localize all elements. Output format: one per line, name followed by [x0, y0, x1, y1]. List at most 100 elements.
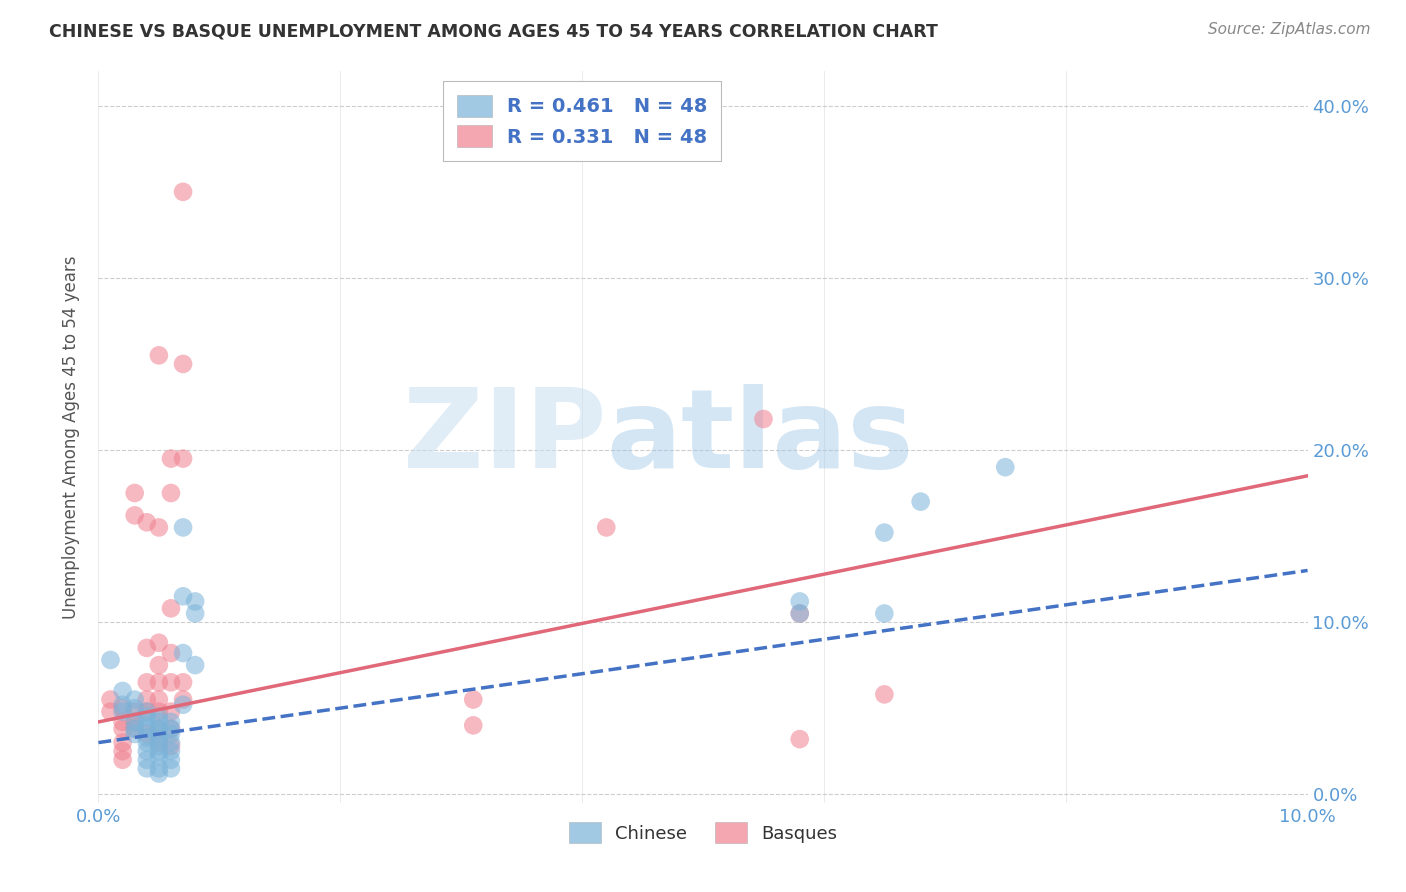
Point [789, 607, 811, 621]
Point [873, 687, 896, 701]
Point [148, 722, 170, 736]
Point [124, 714, 146, 729]
Legend: Chinese, Basques: Chinese, Basques [560, 814, 846, 852]
Point [873, 607, 896, 621]
Point [148, 766, 170, 780]
Point [172, 698, 194, 712]
Point [789, 594, 811, 608]
Point [135, 727, 157, 741]
Point [135, 753, 157, 767]
Point [184, 594, 207, 608]
Point [148, 761, 170, 775]
Point [172, 675, 194, 690]
Point [148, 714, 170, 729]
Point [910, 494, 932, 508]
Point [135, 722, 157, 736]
Point [135, 692, 157, 706]
Point [124, 486, 146, 500]
Point [873, 525, 896, 540]
Point [789, 732, 811, 747]
Point [172, 451, 194, 466]
Point [135, 640, 157, 655]
Point [160, 601, 183, 615]
Point [184, 607, 207, 621]
Point [124, 701, 146, 715]
Point [595, 520, 617, 534]
Point [148, 692, 170, 706]
Point [172, 520, 194, 534]
Point [160, 646, 183, 660]
Point [172, 185, 194, 199]
Point [100, 705, 122, 719]
Point [160, 722, 183, 736]
Point [124, 692, 146, 706]
Text: CHINESE VS BASQUE UNEMPLOYMENT AMONG AGES 45 TO 54 YEARS CORRELATION CHART: CHINESE VS BASQUE UNEMPLOYMENT AMONG AGE… [49, 22, 938, 40]
Point [124, 705, 146, 719]
Point [100, 692, 122, 706]
Point [111, 698, 134, 712]
Point [111, 714, 134, 729]
Point [135, 761, 157, 775]
Point [135, 718, 157, 732]
Point [135, 735, 157, 749]
Y-axis label: Unemployment Among Ages 45 to 54 years: Unemployment Among Ages 45 to 54 years [62, 255, 80, 619]
Point [160, 486, 183, 500]
Point [111, 753, 134, 767]
Point [135, 731, 157, 745]
Point [184, 658, 207, 673]
Point [124, 722, 146, 736]
Point [172, 357, 194, 371]
Text: Source: ZipAtlas.com: Source: ZipAtlas.com [1208, 22, 1371, 37]
Point [160, 714, 183, 729]
Point [148, 744, 170, 758]
Point [135, 710, 157, 724]
Point [135, 705, 157, 719]
Point [160, 675, 183, 690]
Text: ZIP: ZIP [404, 384, 606, 491]
Point [148, 675, 170, 690]
Point [160, 761, 183, 775]
Point [148, 348, 170, 362]
Point [789, 607, 811, 621]
Point [148, 727, 170, 741]
Point [100, 653, 122, 667]
Point [148, 749, 170, 764]
Point [111, 722, 134, 736]
Point [111, 684, 134, 698]
Point [148, 705, 170, 719]
Point [994, 460, 1017, 475]
Point [148, 710, 170, 724]
Point [148, 520, 170, 534]
Point [135, 675, 157, 690]
Point [135, 705, 157, 719]
Point [124, 508, 146, 523]
Point [463, 718, 485, 732]
Point [148, 735, 170, 749]
Point [148, 732, 170, 747]
Point [172, 646, 194, 660]
Point [160, 739, 183, 753]
Point [148, 739, 170, 753]
Text: atlas: atlas [606, 384, 914, 491]
Point [172, 692, 194, 706]
Point [752, 412, 775, 426]
Point [124, 722, 146, 736]
Point [135, 744, 157, 758]
Point [124, 714, 146, 729]
Point [148, 658, 170, 673]
Point [160, 735, 183, 749]
Point [160, 722, 183, 736]
Point [111, 744, 134, 758]
Point [148, 722, 170, 736]
Point [111, 735, 134, 749]
Point [111, 705, 134, 719]
Point [160, 753, 183, 767]
Point [160, 705, 183, 719]
Point [463, 692, 485, 706]
Point [135, 516, 157, 530]
Point [148, 636, 170, 650]
Point [160, 727, 183, 741]
Point [160, 451, 183, 466]
Point [124, 727, 146, 741]
Point [111, 701, 134, 715]
